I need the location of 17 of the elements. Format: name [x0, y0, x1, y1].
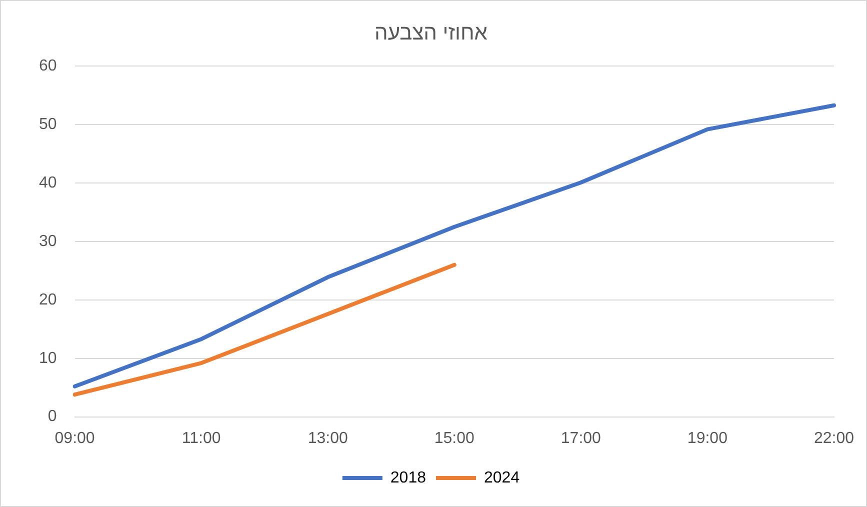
y-tick-label: 50 — [39, 116, 57, 134]
x-tick-label: 17:00 — [560, 430, 602, 447]
legend-label: 2024 — [484, 469, 520, 486]
x-tick-label: 11:00 — [182, 430, 221, 447]
y-tick-label: 10 — [39, 350, 57, 367]
x-tick-label: 09:00 — [54, 430, 95, 447]
x-tick-label: 22:00 — [814, 430, 854, 447]
y-tick-label: 60 — [39, 58, 57, 75]
x-tick-label: 13:00 — [308, 430, 348, 447]
chart-title: אחוזי הצבעה — [374, 21, 488, 44]
y-tick-label: 0 — [48, 408, 57, 426]
y-tick-label: 30 — [39, 232, 57, 250]
y-tick-label: 20 — [39, 291, 57, 308]
legend-label: 2018 — [390, 469, 426, 486]
y-tick-label: 40 — [39, 174, 57, 192]
x-tick-label: 19:00 — [687, 430, 728, 447]
x-tick-label: 15:00 — [434, 430, 475, 447]
